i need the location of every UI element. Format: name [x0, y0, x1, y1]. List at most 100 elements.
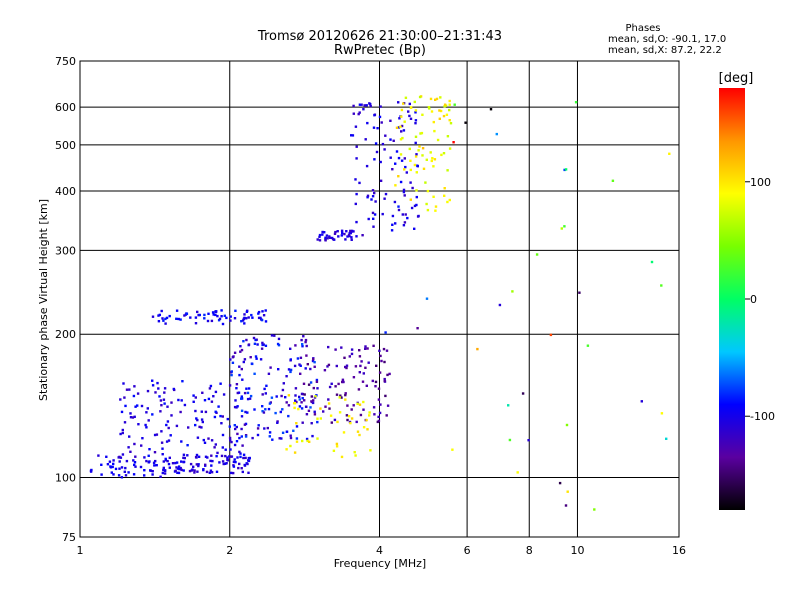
data-point — [352, 376, 356, 379]
data-point — [340, 229, 344, 232]
data-point — [404, 165, 407, 169]
data-point — [295, 425, 299, 428]
data-point — [299, 356, 303, 359]
data-point — [293, 451, 297, 454]
data-point — [257, 312, 260, 315]
data-point — [343, 232, 346, 236]
data-point — [310, 395, 313, 398]
data-point — [348, 355, 351, 358]
data-point — [176, 467, 180, 470]
data-point — [154, 391, 157, 394]
data-point — [415, 203, 418, 207]
data-point — [430, 110, 434, 113]
data-point — [111, 465, 114, 469]
data-point — [129, 412, 132, 415]
y-tick-label: 500 — [55, 139, 76, 152]
data-point — [240, 409, 244, 412]
data-point — [303, 399, 306, 402]
data-point — [251, 316, 254, 319]
data-point — [340, 396, 343, 399]
data-point — [153, 451, 157, 454]
data-point — [336, 420, 339, 424]
data-point — [194, 322, 198, 325]
data-point — [362, 400, 365, 404]
data-point — [133, 385, 136, 388]
data-point — [262, 411, 266, 414]
data-point — [464, 121, 467, 124]
data-point — [301, 421, 304, 424]
data-point — [289, 436, 293, 440]
data-point — [426, 208, 430, 212]
data-point — [203, 399, 207, 402]
data-point — [564, 504, 568, 507]
data-point — [247, 343, 251, 346]
data-point — [203, 317, 206, 320]
data-point — [245, 338, 248, 342]
data-point — [243, 391, 247, 395]
data-point — [121, 428, 124, 432]
data-point — [228, 425, 231, 428]
data-point — [443, 194, 446, 197]
data-point — [212, 395, 215, 398]
data-point — [237, 466, 240, 470]
data-point — [292, 429, 295, 432]
data-point — [194, 396, 197, 399]
data-point — [238, 373, 241, 377]
data-point — [259, 316, 262, 320]
data-point — [358, 403, 362, 406]
data-point — [156, 381, 159, 385]
data-point — [344, 365, 347, 369]
data-point — [160, 430, 163, 433]
x-tick-label: 2 — [226, 544, 233, 557]
data-point — [122, 382, 125, 385]
data-point — [242, 453, 246, 456]
data-point — [373, 413, 376, 416]
data-point — [133, 461, 137, 464]
data-point — [378, 411, 382, 415]
data-point — [114, 467, 118, 471]
data-point — [269, 366, 272, 369]
data-point — [235, 383, 239, 386]
data-point — [264, 320, 268, 323]
data-point — [316, 420, 319, 424]
x-tick-label: 8 — [526, 544, 533, 557]
data-point — [164, 459, 167, 462]
data-point — [157, 320, 161, 323]
data-point — [174, 469, 177, 472]
data-point — [210, 454, 213, 457]
data-point — [148, 448, 151, 451]
data-point — [358, 103, 362, 106]
data-point — [147, 419, 150, 422]
data-point — [151, 473, 154, 476]
data-point — [276, 342, 280, 346]
data-point — [176, 471, 179, 474]
data-point — [362, 408, 365, 411]
data-point — [247, 459, 251, 463]
data-point — [365, 104, 368, 107]
data-point — [332, 449, 336, 452]
data-point — [433, 158, 437, 161]
data-point — [229, 448, 232, 451]
data-point — [105, 455, 108, 458]
data-point — [185, 312, 189, 315]
data-point — [448, 108, 451, 112]
data-point — [377, 415, 380, 419]
data-point — [233, 351, 237, 354]
data-point — [368, 411, 371, 414]
data-point — [365, 418, 368, 422]
data-point — [507, 404, 510, 407]
data-point — [330, 382, 333, 385]
data-point — [268, 402, 272, 405]
data-point — [194, 423, 197, 427]
data-point — [110, 471, 113, 474]
data-point — [342, 431, 346, 434]
data-point — [343, 356, 346, 359]
data-point — [169, 434, 172, 437]
data-point — [386, 404, 390, 407]
data-point — [349, 421, 352, 425]
data-point — [415, 195, 418, 199]
data-point — [89, 470, 93, 473]
data-point — [226, 456, 229, 459]
data-point — [402, 224, 406, 227]
data-point — [359, 364, 362, 368]
